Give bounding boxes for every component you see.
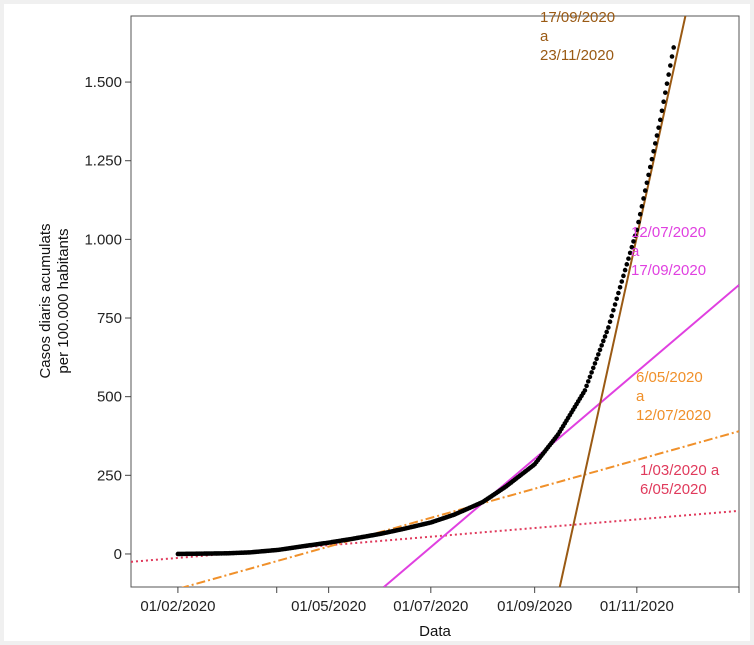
fit-annotation: 1/03/2020 a 6/05/2020	[640, 462, 720, 498]
data-point	[619, 279, 625, 284]
data-point	[590, 365, 596, 371]
y-axis: 0 250 500 750 1.000 1.250 1.500	[84, 74, 131, 563]
data-point	[624, 262, 630, 267]
data-point	[657, 117, 663, 123]
data-point	[642, 188, 648, 193]
chart-frame: 0 250 500 750 1.000 1.250 1.500 01/02/2020 01/0…	[4, 4, 750, 641]
data-point	[594, 356, 599, 362]
y-tick-label: 1.500	[84, 74, 122, 91]
x-tick-label: 01/05/2020	[291, 598, 366, 615]
y-axis-title: Casos diaris acumulatsper 100.000 habita…	[37, 223, 72, 378]
fit-annotation-line: 6/05/2020	[636, 369, 703, 386]
data-point	[622, 267, 628, 273]
x-tick-label: 01/02/2020	[140, 598, 215, 615]
y-axis-title-line: per 100.000 habitants	[55, 228, 72, 373]
fit-annotation-line: 1/03/2020 a	[640, 462, 720, 479]
fit-annotation-line: a	[631, 243, 640, 260]
data-point	[661, 99, 666, 105]
fit-annotation-line: 6/05/2020	[640, 481, 707, 498]
data-point	[651, 148, 656, 154]
data-point	[612, 302, 618, 307]
data-point	[669, 54, 675, 59]
fit-annotation-line: 12/07/2020	[631, 224, 706, 241]
data-point	[587, 374, 593, 380]
y-tick-label: 750	[97, 310, 122, 327]
data-point	[626, 256, 631, 261]
data-point	[582, 388, 588, 393]
data-point	[666, 72, 671, 77]
data-point	[639, 204, 645, 209]
y-tick-label: 0	[114, 546, 122, 563]
y-axis-title-line: Casos diaris acumulats	[37, 223, 54, 378]
data-point	[616, 290, 621, 296]
data-point	[617, 284, 623, 290]
fit-annotation: 17/09/2020 a 23/11/2020	[540, 9, 615, 64]
fit-annotation-line: a	[540, 28, 549, 45]
data-point	[627, 250, 633, 256]
data-point	[592, 361, 598, 366]
data-point	[647, 164, 653, 170]
data-point	[604, 329, 609, 335]
data-point	[629, 244, 635, 250]
data-point	[659, 108, 665, 114]
data-point	[601, 338, 606, 344]
fit-annotation-line: 12/07/2020	[636, 407, 711, 424]
data-point	[614, 296, 620, 302]
data-point	[609, 313, 615, 319]
data-point	[663, 90, 668, 95]
data-point	[652, 141, 658, 146]
x-axis: 01/02/2020 01/05/2020 01/07/2020 01/09/2020…	[140, 587, 740, 615]
data-point	[668, 63, 673, 68]
data-point	[641, 196, 646, 201]
fit-annotation-line: 17/09/2020	[631, 262, 706, 279]
data-point	[649, 156, 655, 162]
fit-line	[181, 430, 739, 587]
data-point	[637, 211, 643, 217]
fit-line	[383, 284, 739, 587]
y-tick-label: 1.250	[84, 153, 122, 170]
data-point	[644, 180, 650, 186]
data-point	[654, 133, 660, 138]
x-tick-label: 01/07/2020	[393, 598, 468, 615]
x-axis-title: Data	[419, 623, 451, 640]
fit-annotation-line: 17/09/2020	[540, 9, 615, 26]
y-tick-label: 500	[97, 389, 122, 406]
fit-annotation-line: 23/11/2020	[540, 47, 614, 64]
data-point	[596, 352, 601, 357]
y-tick-label: 250	[97, 467, 122, 484]
data-point	[632, 233, 638, 238]
data-point	[602, 334, 608, 339]
plot-area	[130, 15, 740, 588]
data-point	[597, 347, 603, 353]
data-point	[607, 319, 613, 325]
data-point	[636, 219, 641, 225]
data-point	[584, 383, 589, 389]
data-point	[585, 379, 591, 384]
data-point	[646, 172, 651, 178]
data-point	[611, 307, 616, 313]
y-tick-label: 1.000	[84, 231, 122, 248]
fit-annotation: 12/07/2020 a 17/09/2020	[631, 224, 706, 279]
data-point	[656, 125, 661, 130]
fit-line	[558, 16, 687, 587]
x-tick-label: 01/11/2020	[600, 598, 674, 615]
data-point	[664, 81, 670, 86]
x-tick-label: 01/09/2020	[497, 598, 572, 615]
data-point	[599, 343, 604, 348]
observed-points	[175, 45, 676, 557]
data-point	[631, 239, 636, 244]
fit-annotation-line: a	[636, 388, 645, 405]
data-point	[671, 45, 676, 50]
data-point	[634, 227, 640, 233]
data-point	[606, 325, 611, 330]
fit-annotation: 6/05/2020 a 12/07/2020	[636, 369, 711, 424]
data-point	[589, 370, 594, 375]
data-point	[621, 273, 626, 279]
